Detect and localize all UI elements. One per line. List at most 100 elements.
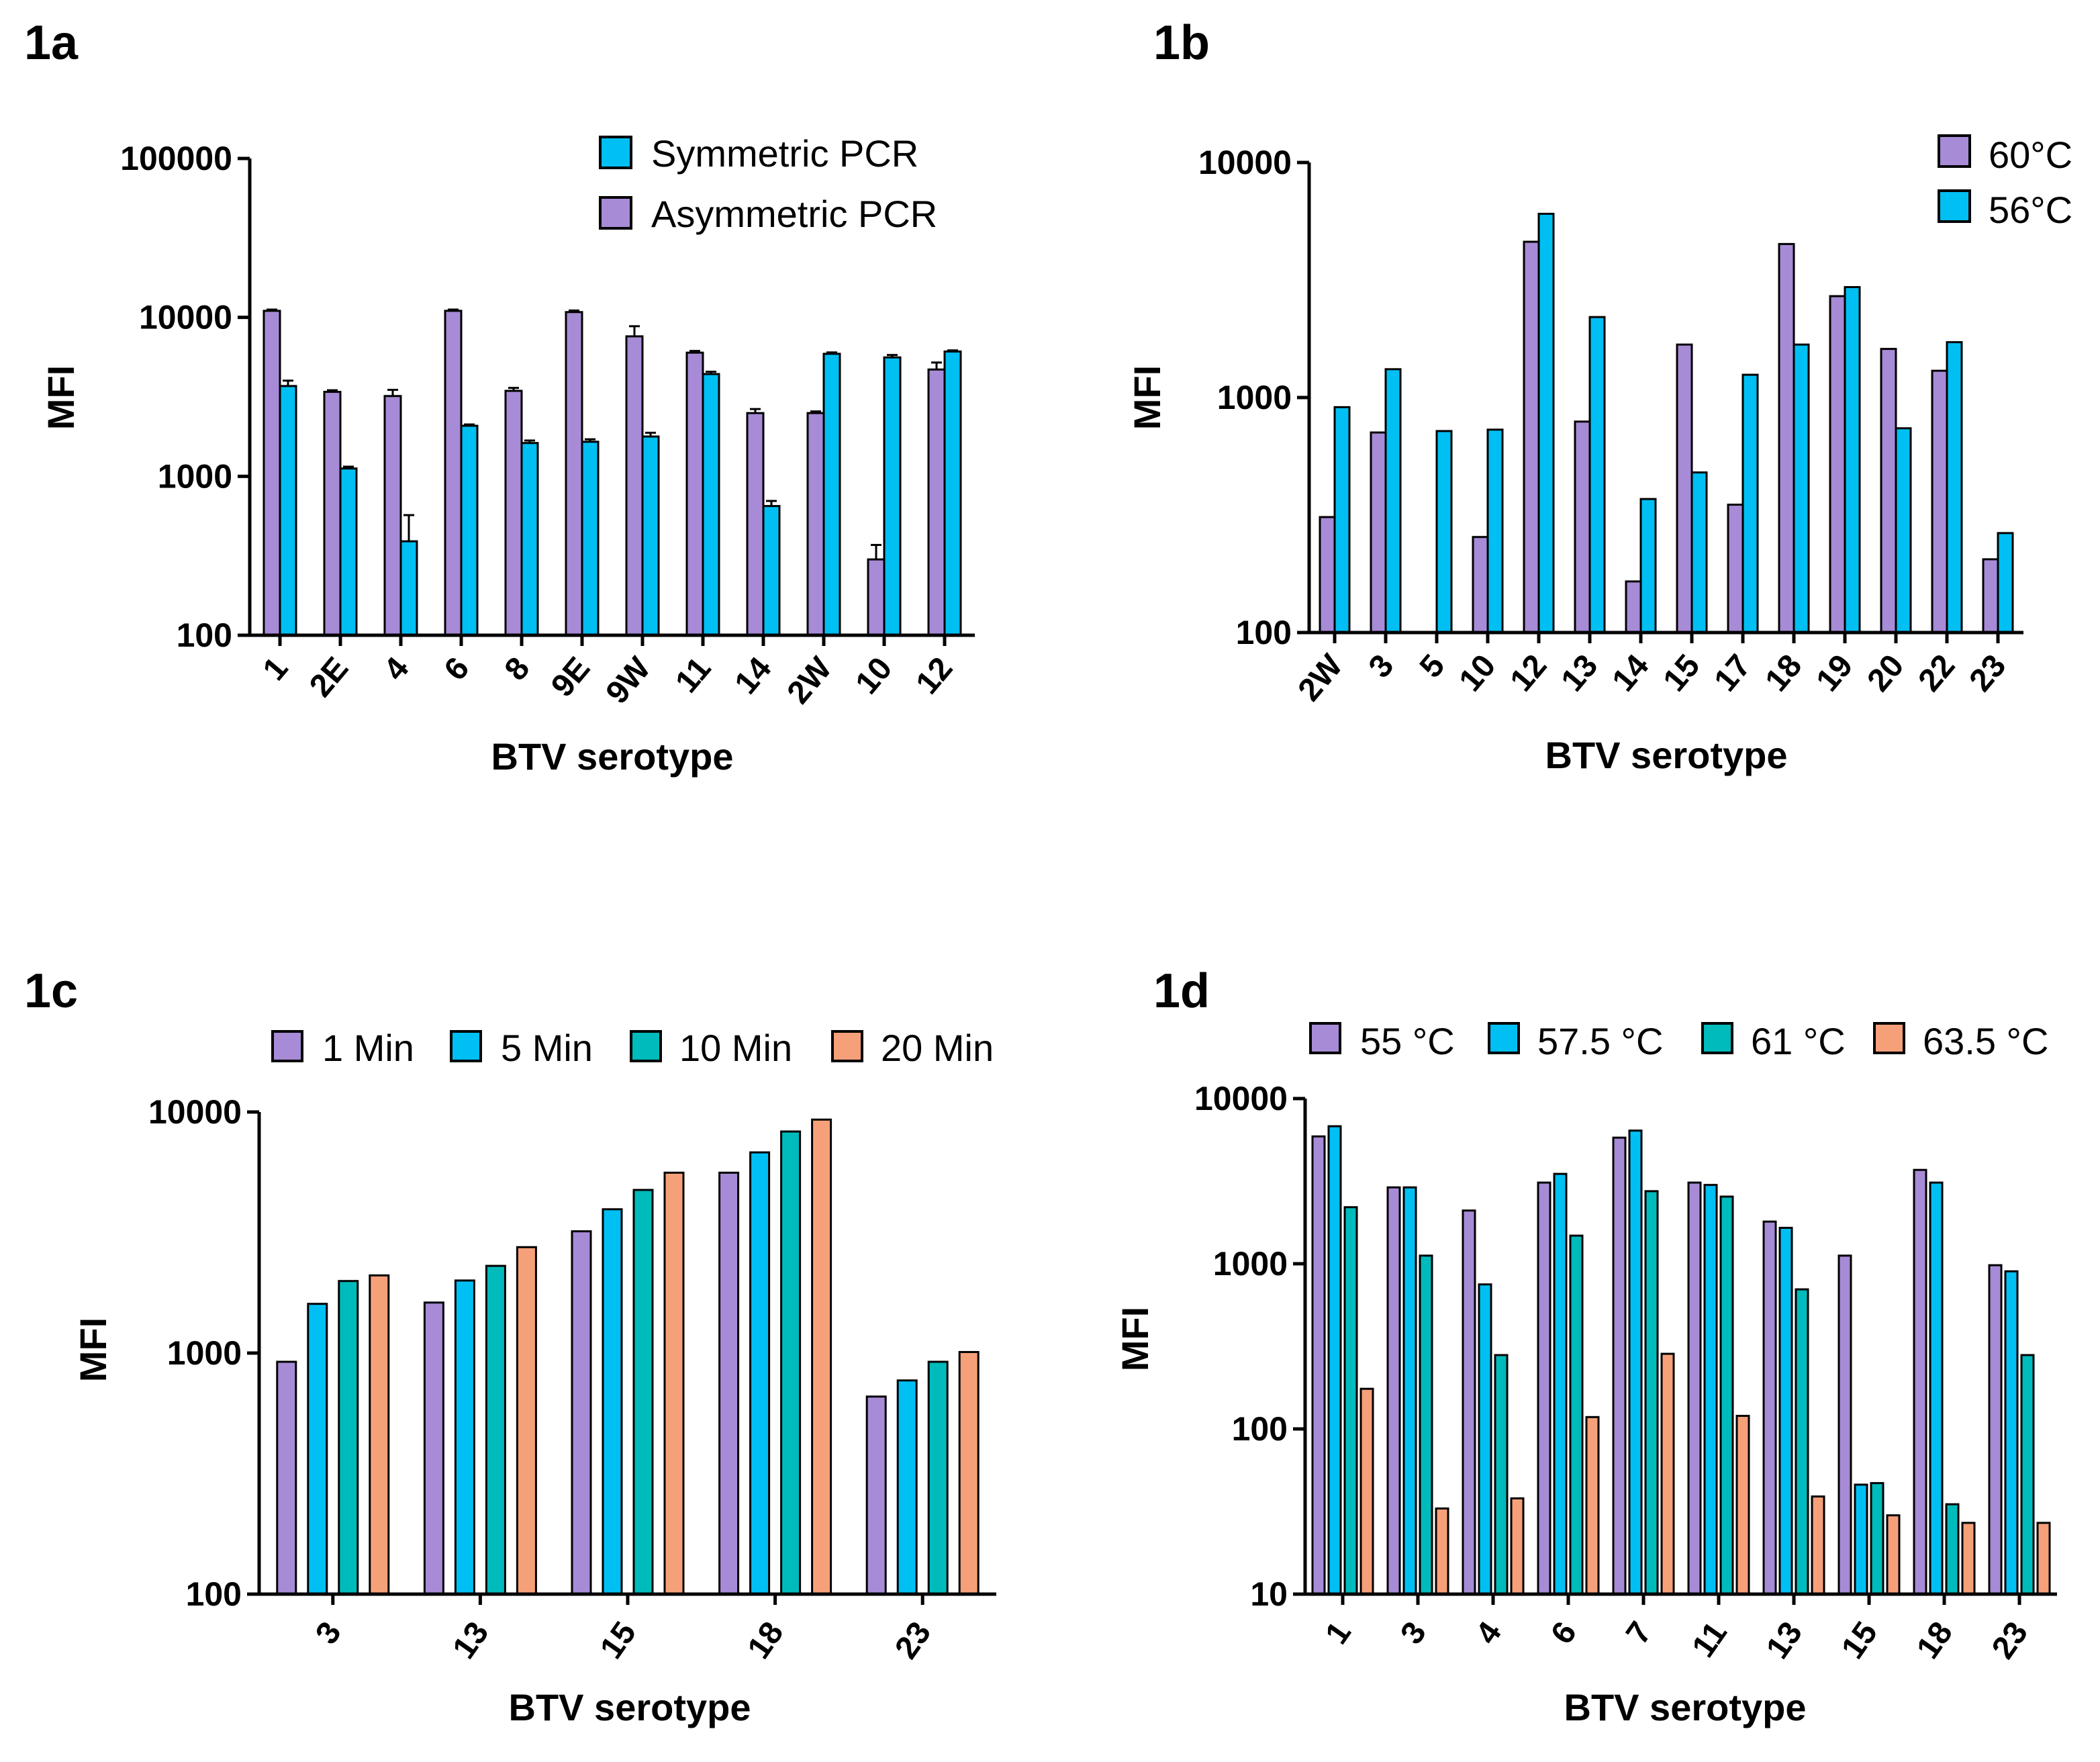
bar: [399, 540, 418, 637]
x-tick-label: 1: [256, 651, 295, 688]
bar: [1997, 532, 2014, 634]
x-axis: 1 3 4 6 7 11 13 15 18 23: [1319, 1594, 2035, 1665]
bar: [1327, 1125, 1342, 1595]
x-tick-label: 17: [1708, 648, 1758, 698]
x-tick-label: 23: [1963, 648, 2013, 698]
bar: [746, 412, 765, 637]
legend-label: 5 Min: [501, 1027, 593, 1069]
legend-label: 63.5 °C: [1923, 1020, 2048, 1062]
legend-label: Symmetric PCR: [651, 132, 918, 175]
panel-label: 1a: [24, 16, 79, 70]
bar: [516, 1246, 537, 1595]
x-tick-label: 14: [1606, 648, 1656, 698]
bar: [1844, 286, 1861, 634]
bar: [1795, 1288, 1809, 1595]
bar: [565, 311, 583, 637]
bar: [2036, 1522, 2051, 1595]
x-tick-label: 23: [1985, 1616, 2035, 1665]
bar: [383, 395, 402, 637]
legend-label: 1 Min: [322, 1027, 414, 1069]
legend-swatch: [599, 196, 632, 230]
bar: [1854, 1483, 1868, 1595]
bar: [1811, 1495, 1825, 1595]
bar: [1462, 1209, 1476, 1595]
x-tick-label: 7: [1619, 1616, 1659, 1651]
legend-label: 61 °C: [1751, 1020, 1846, 1062]
legend: 55 °C 57.5 °C 61 °C 63.5 °C: [1309, 1020, 2048, 1062]
y-tick-label: 10000: [148, 1093, 242, 1131]
bar: [1870, 1482, 1884, 1595]
x-tick-label: 12: [1504, 648, 1554, 698]
bar: [1472, 536, 1489, 634]
bar: [1386, 1186, 1401, 1595]
legend-label: Asymmetric PCR: [651, 193, 937, 235]
y-axis-title: MFI: [40, 365, 82, 430]
bar: [1961, 1522, 1976, 1595]
y-axis: 100 1000 10000 100000: [120, 140, 250, 654]
x-tick-label: 18: [1910, 1616, 1960, 1665]
y-tick-label: 1000: [1213, 1245, 1288, 1283]
x-tick-label: 23: [888, 1616, 938, 1665]
bar: [1319, 516, 1336, 634]
bar: [822, 353, 841, 637]
bar: [943, 350, 962, 637]
bar: [867, 558, 886, 637]
x-tick-label: 20: [1861, 648, 1911, 698]
x-tick-label: 5: [1413, 648, 1452, 685]
x-axis-title: BTV serotype: [1545, 734, 1788, 776]
bar: [279, 385, 297, 637]
bar: [504, 389, 523, 637]
bar: [1628, 1129, 1643, 1595]
bar: [262, 310, 281, 637]
bar: [1741, 373, 1759, 634]
bars: [262, 308, 962, 637]
bar: [307, 1303, 328, 1595]
bar: [806, 412, 825, 637]
bar: [1585, 1416, 1600, 1595]
bar: [1574, 420, 1591, 634]
bar: [1895, 427, 1912, 634]
y-tick-label: 100: [1232, 1410, 1288, 1448]
bar: [444, 310, 463, 637]
y-tick-label: 1000: [158, 457, 232, 495]
bar: [1625, 580, 1642, 634]
axes: [1307, 163, 2023, 635]
bar: [1719, 1195, 1734, 1595]
bar: [1982, 558, 1999, 634]
x-axis: 1 2E 4 6 8 9E 9W 11 14 2W 10 12: [256, 635, 959, 710]
x-tick-label: 18: [1759, 648, 1809, 698]
legend: 60°C 56°C: [1938, 134, 2072, 231]
bar: [1435, 1507, 1449, 1595]
bar: [1945, 1503, 1960, 1595]
bar: [581, 440, 600, 637]
bar: [1687, 1181, 1702, 1595]
x-tick-label: 15: [593, 1616, 643, 1665]
bar: [1703, 1184, 1718, 1595]
y-tick-label: 10000: [1198, 144, 1292, 181]
legend-swatch: [1701, 1022, 1733, 1054]
bar: [1931, 369, 1948, 634]
x-tick-label: 2E: [303, 651, 355, 704]
legend-swatch: [450, 1030, 482, 1062]
panel-1c: 1c MFI BTV serotype 100 1000 10000 3 13 15 18…: [24, 964, 996, 1728]
y-axis-title: MFI: [72, 1317, 114, 1382]
legend-swatch: [1938, 189, 1971, 223]
bar: [454, 1279, 475, 1595]
bar: [1537, 212, 1555, 634]
bar: [1837, 1254, 1852, 1595]
legend-label: 60°C: [1989, 134, 2072, 176]
bar: [927, 368, 946, 637]
x-tick-label: 11: [669, 651, 718, 700]
y-axis: 100 1000 10000: [148, 1093, 259, 1613]
bar: [1644, 1190, 1659, 1595]
bar: [1553, 1172, 1568, 1595]
panel-label: 1c: [24, 964, 78, 1018]
bar: [1384, 368, 1402, 634]
bar: [1676, 343, 1693, 634]
x-axis: 2W 3 5 10 12 13 14 15 17 18 19 20 22 23: [1292, 633, 2013, 708]
bar: [1762, 1220, 1777, 1595]
bar: [718, 1171, 740, 1595]
x-tick-label: 2W: [1292, 647, 1350, 708]
y-tick-label: 1000: [167, 1334, 242, 1372]
